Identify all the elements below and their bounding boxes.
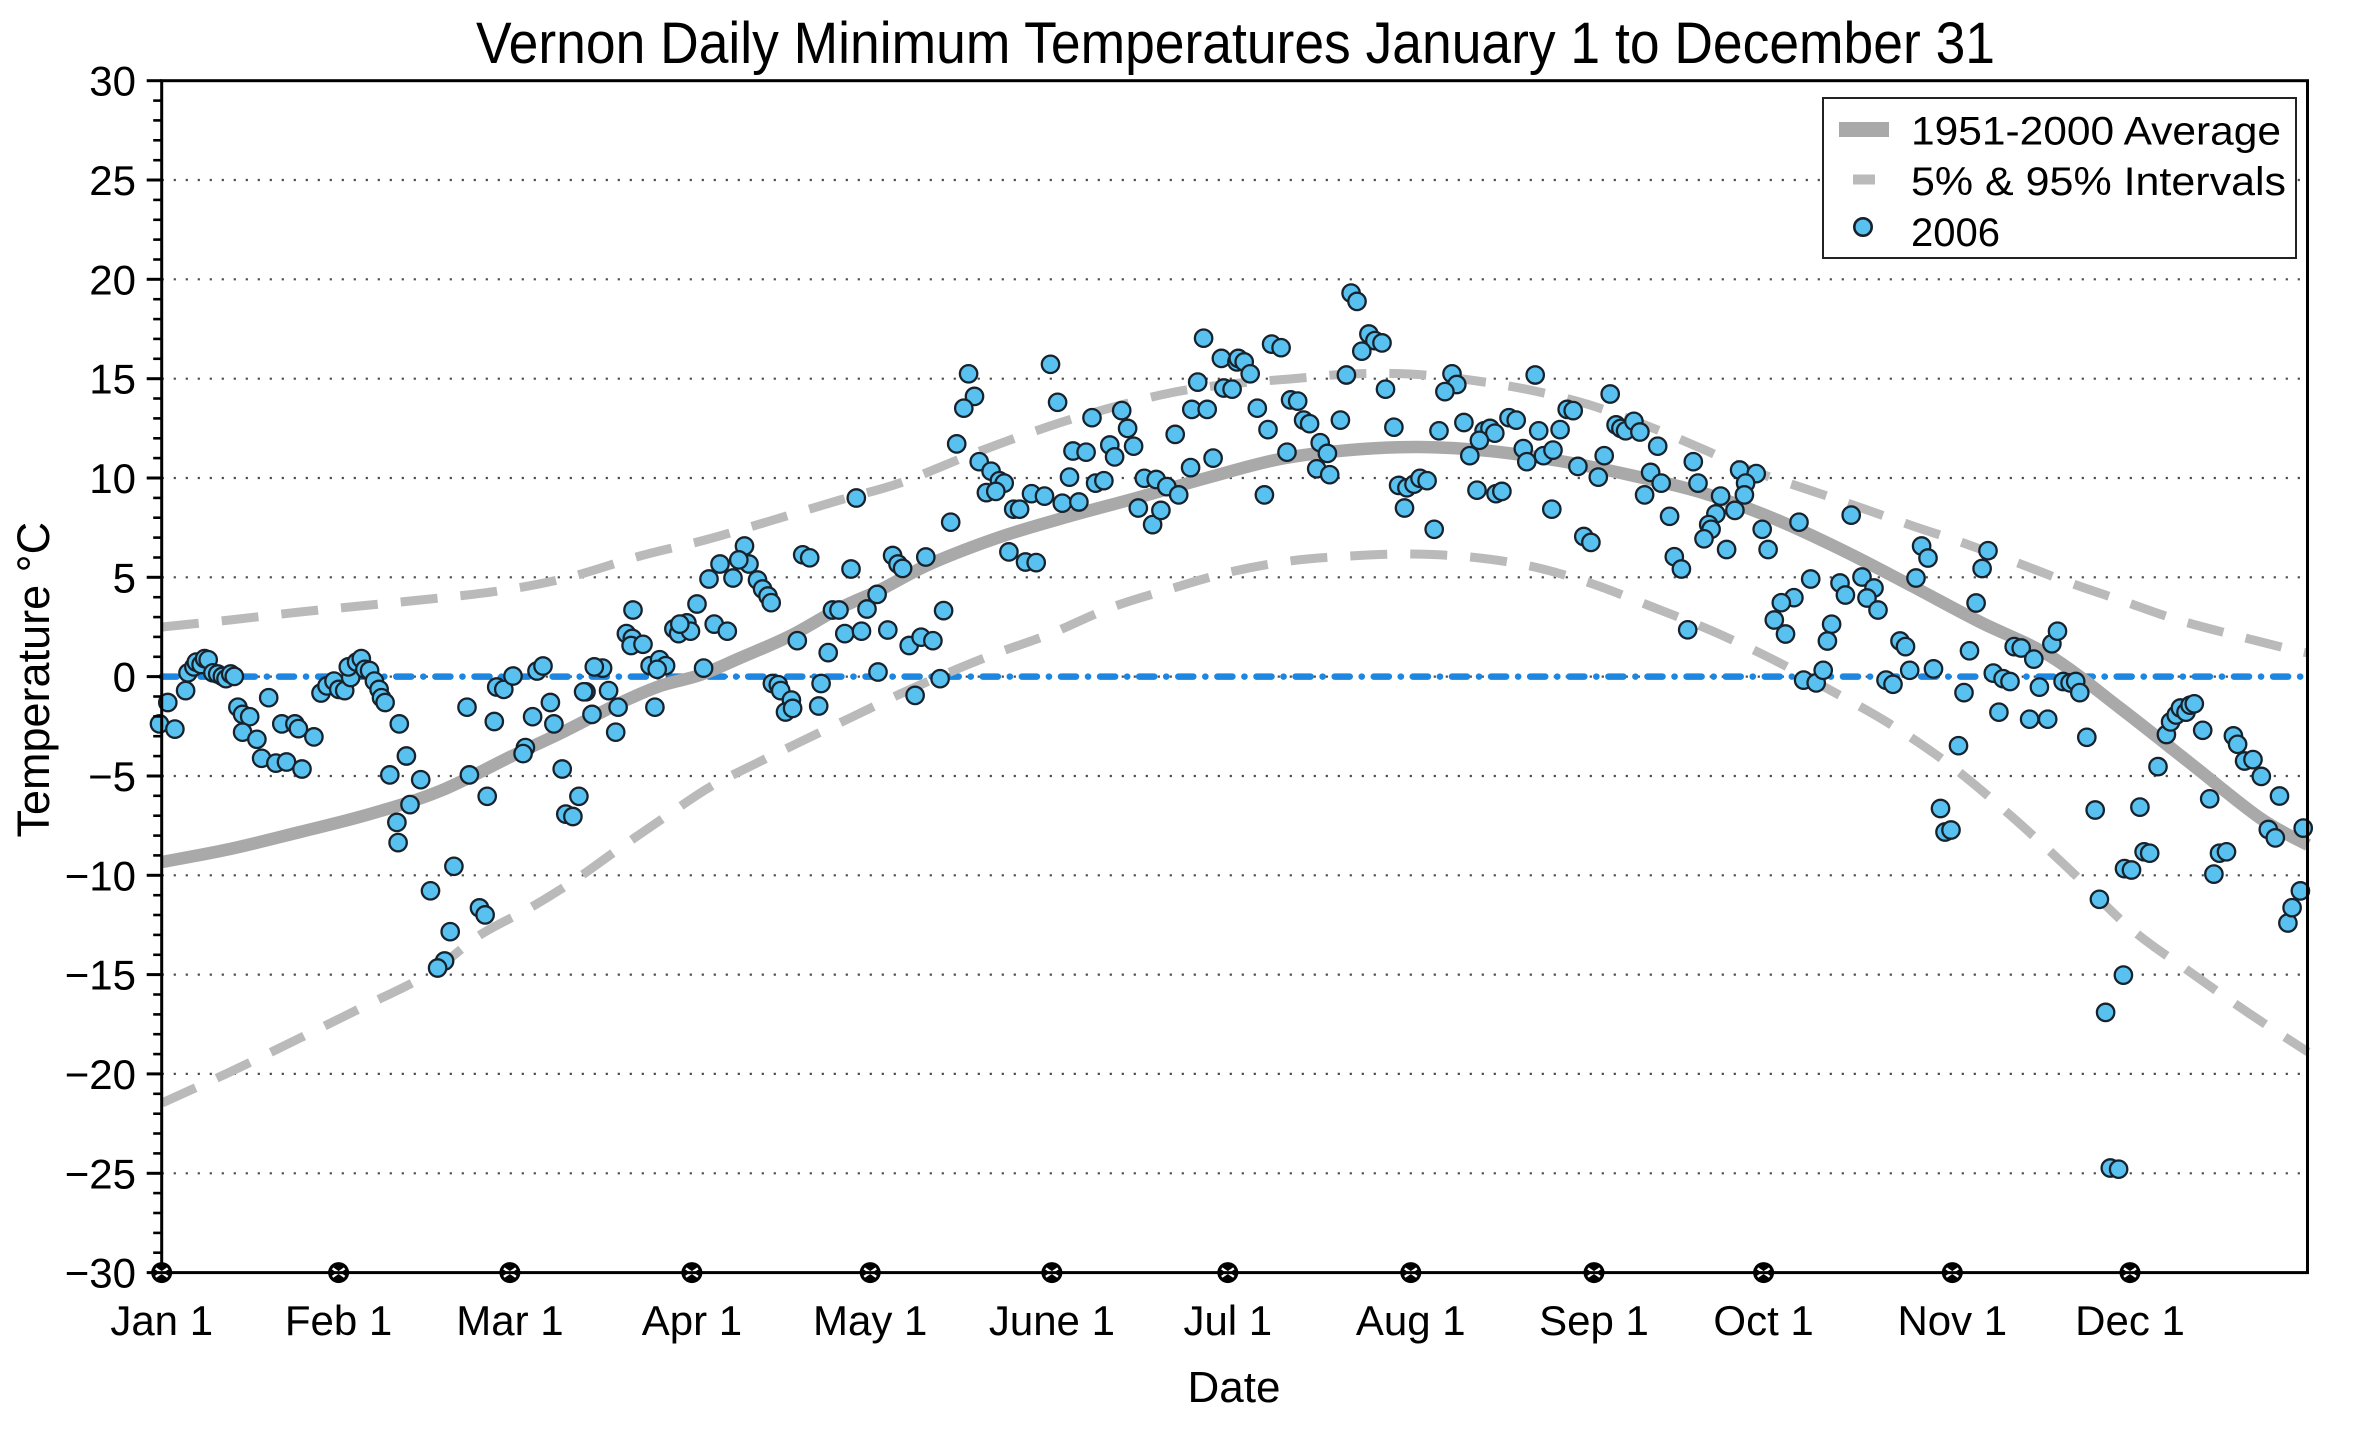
svg-text:−10: −10 (65, 852, 136, 899)
svg-text:May 1: May 1 (813, 1297, 927, 1344)
svg-text:Jan 1: Jan 1 (110, 1297, 213, 1344)
svg-text:Apr 1: Apr 1 (642, 1297, 742, 1344)
svg-text:20: 20 (89, 256, 136, 303)
svg-text:1951-2000 Average: 1951-2000 Average (1911, 110, 2281, 154)
svg-text:Vernon Daily Minimum Temperatu: Vernon Daily Minimum Temperatures Januar… (476, 11, 1995, 76)
svg-text:Jul 1: Jul 1 (1183, 1297, 1272, 1344)
svg-text:June 1: June 1 (989, 1297, 1115, 1344)
svg-text:Oct 1: Oct 1 (1713, 1297, 1813, 1344)
svg-text:−15: −15 (65, 952, 136, 999)
svg-text:Sep 1: Sep 1 (1539, 1297, 1649, 1344)
svg-text:5: 5 (113, 554, 136, 601)
svg-text:−5: −5 (88, 753, 136, 800)
svg-text:−30: −30 (65, 1250, 136, 1297)
svg-text:Nov 1: Nov 1 (1897, 1297, 2007, 1344)
svg-text:30: 30 (89, 58, 136, 105)
svg-text:15: 15 (89, 356, 136, 403)
svg-text:−25: −25 (65, 1150, 136, 1197)
svg-text:10: 10 (89, 455, 136, 502)
svg-text:Date: Date (1188, 1363, 1281, 1412)
svg-text:Aug 1: Aug 1 (1356, 1297, 1466, 1344)
svg-text:Mar 1: Mar 1 (456, 1297, 563, 1344)
svg-text:0: 0 (113, 654, 136, 701)
svg-text:Feb 1: Feb 1 (285, 1297, 392, 1344)
svg-text:25: 25 (89, 157, 136, 204)
svg-text:2006: 2006 (1911, 211, 2000, 255)
svg-text:5% & 95% Intervals: 5% & 95% Intervals (1911, 160, 2286, 204)
svg-text:−20: −20 (65, 1051, 136, 1098)
svg-text:Temperature °C: Temperature °C (8, 522, 59, 838)
svg-text:Dec 1: Dec 1 (2075, 1297, 2185, 1344)
